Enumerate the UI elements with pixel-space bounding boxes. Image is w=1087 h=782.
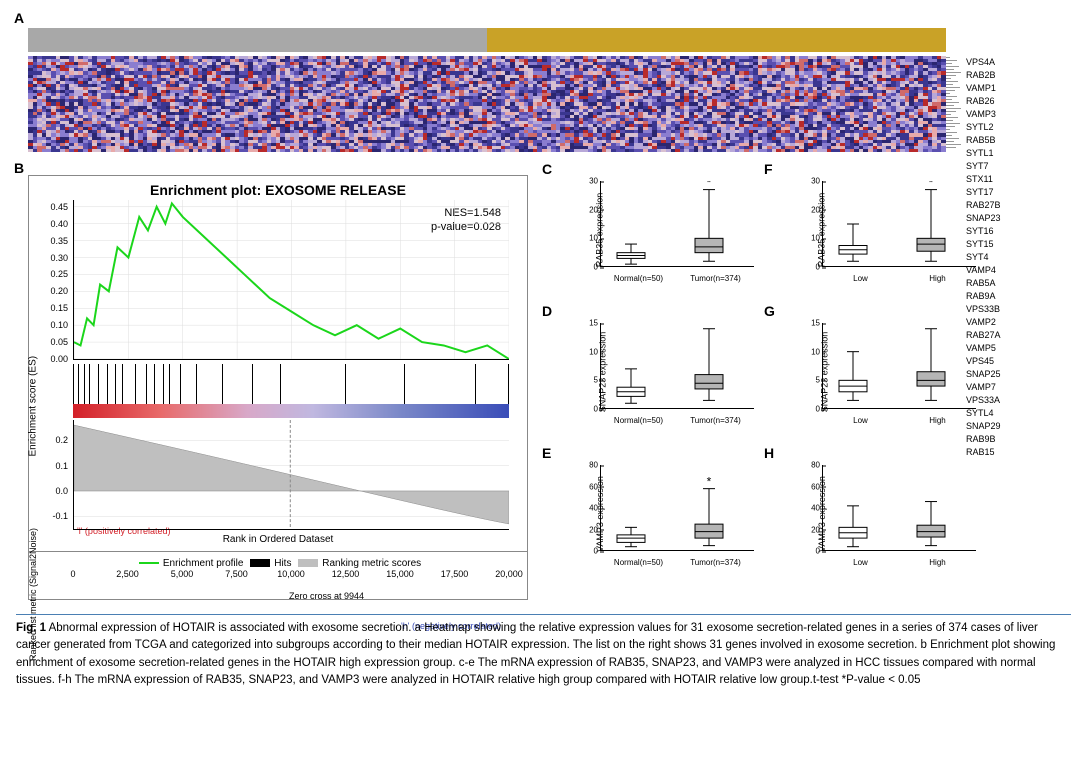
boxplot-e: VAMP3 expression020406080*Normal(n=50)Tu… <box>560 459 760 577</box>
gradient-bar <box>73 404 509 418</box>
gene-label: RAB15 <box>966 446 1001 459</box>
box-axes: * <box>822 323 976 409</box>
boxplot-d: SNAP23 expression051015*Normal(n=50)Tumo… <box>560 317 760 435</box>
gene-label: VAMP3 <box>966 108 1001 121</box>
panel-d-label: D <box>542 303 552 319</box>
group-low <box>28 28 487 52</box>
panel-a-heatmap <box>28 28 946 148</box>
dendrogram <box>946 56 966 152</box>
svg-text:*: * <box>929 323 934 329</box>
boxplot-c: RAB35 expression0102030*Normal(n=50)Tumo… <box>560 175 760 293</box>
box-axes: * <box>600 181 754 267</box>
enrichment-plot: Enrichment plot: EXOSOME RELEASE NES=1.5… <box>28 175 528 600</box>
panel-a-label: A <box>14 10 24 26</box>
svg-text:*: * <box>707 181 712 190</box>
gene-label: SYTL1 <box>966 147 1001 160</box>
boxplot-f: RAB35 expression0102030*LowHigh <box>782 175 982 293</box>
caption-text: Abnormal expression of HOTAIR is associa… <box>16 622 1055 686</box>
zero-cross-label: Zero cross at 9944 <box>289 591 364 601</box>
rank-plot-area: 0.20.10.0-0.1 <box>73 420 509 530</box>
box-axes <box>822 465 976 551</box>
gene-label: SYT7 <box>966 160 1001 173</box>
rank-xaxis: 02,5005,0007,50010,00012,50015,00017,500… <box>73 569 509 581</box>
svg-text:*: * <box>929 181 934 190</box>
panel-b-label: B <box>14 160 24 176</box>
svg-text:*: * <box>707 475 712 489</box>
heatmap-grid <box>28 56 946 152</box>
gene-label: RAB5B <box>966 134 1001 147</box>
gene-label: VAMP1 <box>966 82 1001 95</box>
svg-text:*: * <box>707 323 712 329</box>
group-high <box>487 28 946 52</box>
box-axes: * <box>822 181 976 267</box>
gene-label: VPS33B <box>966 303 1001 316</box>
panel-h-label: H <box>764 445 774 461</box>
box-axes: * <box>600 323 754 409</box>
hits-bar <box>73 364 509 404</box>
group-bar <box>28 28 946 52</box>
es-ylabel: Enrichment score (ES) <box>28 356 39 457</box>
panel-c-label: C <box>542 161 552 177</box>
caption-lead: Fig. 1 <box>16 622 46 634</box>
panel-e-label: E <box>542 445 551 461</box>
es-plot-area: 0.000.050.100.150.200.250.300.350.400.45 <box>73 200 509 360</box>
caption-divider <box>16 614 1071 615</box>
enrichment-title: Enrichment plot: EXOSOME RELEASE <box>29 176 527 200</box>
box-axes: * <box>600 465 754 551</box>
gene-label: RAB2B <box>966 69 1001 82</box>
gene-label: RAB26 <box>966 95 1001 108</box>
boxplot-g: SNAP23 expression051015*LowHigh <box>782 317 982 435</box>
panel-g-label: G <box>764 303 775 319</box>
gene-label: SYTL2 <box>966 121 1001 134</box>
boxplot-h: VAMP3 expression020406080LowHigh <box>782 459 982 577</box>
panel-f-label: F <box>764 161 773 177</box>
gene-label: VPS4A <box>966 56 1001 69</box>
figure-caption: Fig. 1 Abnormal expression of HOTAIR is … <box>16 620 1071 689</box>
